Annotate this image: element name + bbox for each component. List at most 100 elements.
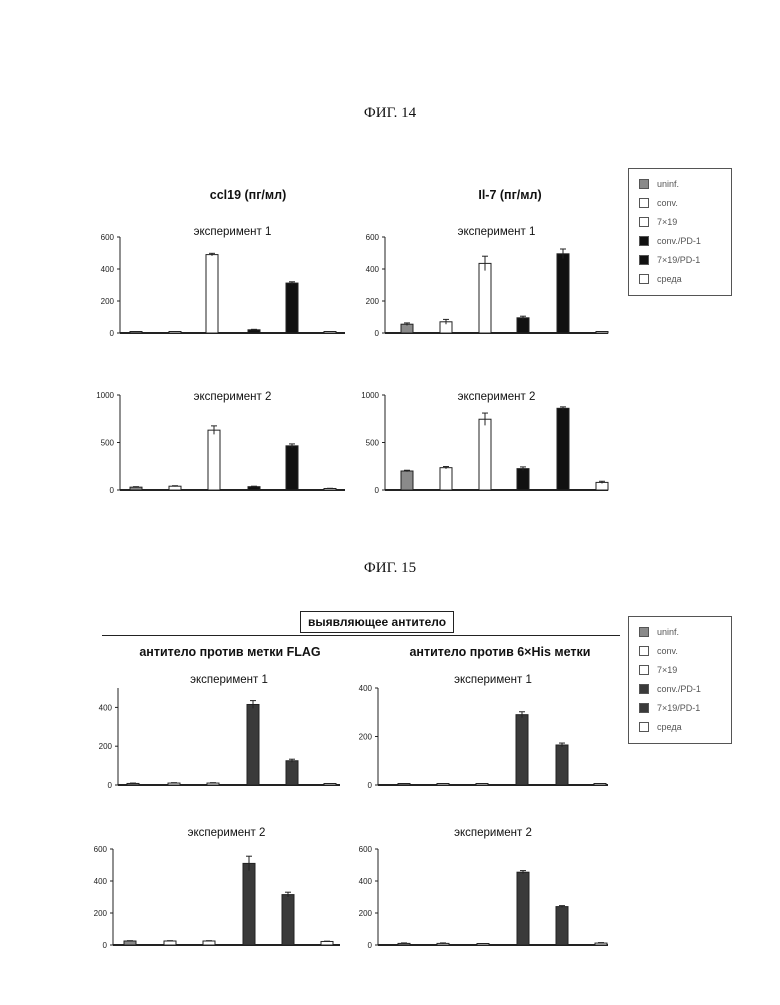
legend-item-conv-pd1: conv./PD-1 [629,231,731,250]
legend-swatch [639,179,649,189]
bar-7x19-pd1 [286,761,298,785]
fig14-legend: uninf.conv.7×19conv./PD-17×19/PD-1среда [628,168,732,296]
y-tick-label: 0 [103,941,108,950]
bar-7x19-pd1 [556,745,568,785]
y-tick-label: 600 [359,845,373,854]
legend-swatch [639,703,649,713]
bar-medium [594,784,606,786]
legend-label: conv./PD-1 [657,236,701,246]
figure-14-title: ФИГ. 14 [0,105,780,122]
bar-7x19 [203,941,215,945]
bar-conv [169,486,181,490]
legend-label: uninf. [657,627,679,637]
bar-7x19-pd1 [556,907,568,945]
bar-7x19-pd1 [282,895,294,945]
legend-item-7x19-pd1: 7×19/PD-1 [629,250,731,269]
chart-title: эксперимент 1 [458,226,536,238]
y-tick-label: 400 [366,265,380,274]
bar-medium [596,482,608,490]
chart-fig15-his-exp1: эксперимент 10200400 [350,665,610,795]
y-tick-label: 0 [368,941,373,950]
y-tick-label: 400 [359,877,373,886]
legend-item-7x19-pd1: 7×19/PD-1 [629,698,731,717]
bar-medium [596,332,608,334]
bar-uninf [124,941,136,945]
y-tick-label: 400 [99,703,113,712]
y-tick-label: 200 [99,742,113,751]
y-tick-label: 0 [375,486,380,495]
bar-7x19 [206,255,218,333]
legend-item-medium: среда [629,269,731,288]
y-tick-label: 600 [101,233,115,242]
legend-swatch [639,274,649,284]
y-tick-label: 600 [366,233,380,242]
bar-medium [324,784,336,786]
y-tick-label: 0 [108,781,113,790]
chart-title: эксперимент 2 [458,391,536,403]
chart-fig15-flag-exp2: эксперимент 20200400600 [90,820,350,950]
legend-swatch [639,255,649,265]
y-tick-label: 200 [94,909,108,918]
chart-fig14-ccl19-exp2: эксперимент 205001000 [90,380,350,505]
legend-swatch [639,236,649,246]
bar-7x19 [479,263,491,333]
bar-conv-pd1 [517,872,529,945]
detecting-antibody-divider [102,635,620,636]
chart-fig15-flag-exp1: эксперимент 1 0 200 400 [90,665,350,795]
legend-label: среда [657,722,682,732]
legend-item-uninf: uninf. [629,622,731,641]
legend-label: conv. [657,198,678,208]
legend-label: среда [657,274,682,284]
y-tick-label: 400 [359,684,373,693]
y-tick-label: 0 [368,781,373,790]
bar-7x19 [476,784,488,786]
legend-label: 7×19/PD-1 [657,255,700,265]
y-tick-label: 200 [359,909,373,918]
bar-7x19-pd1 [557,254,569,333]
legend-label: uninf. [657,179,679,189]
y-tick-label: 500 [101,439,115,448]
chart-fig14-ccl19-exp1: эксперимент 10200400600 [90,220,350,345]
chart-title: эксперимент 1 [190,674,268,686]
y-tick-label: 200 [101,297,115,306]
bar-conv [164,941,176,945]
bar-conv-pd1 [517,318,529,333]
bar-7x19 [479,419,491,490]
bar-conv [440,468,452,490]
legend-label: conv. [657,646,678,656]
y-tick-label: 600 [94,845,108,854]
y-tick-label: 400 [101,265,115,274]
bar-medium [324,332,336,334]
legend-swatch [639,198,649,208]
legend-swatch [639,684,649,694]
bar-conv-pd1 [517,469,529,490]
figure-15-title: ФИГ. 15 [0,560,780,577]
bar-conv-pd1 [247,704,259,785]
bar-uninf [401,471,413,490]
bar-7x19-pd1 [286,283,298,333]
chart-title: эксперимент 2 [188,827,266,839]
legend-swatch [639,646,649,656]
legend-swatch [639,217,649,227]
legend-item-conv: conv. [629,193,731,212]
bar-conv [169,332,181,334]
legend-item-medium: среда [629,717,731,736]
bar-7x19-pd1 [557,408,569,490]
legend-item-conv-pd1: conv./PD-1 [629,679,731,698]
y-tick-label: 0 [110,486,115,495]
chart-fig14-il7-exp1: эксперимент 10200400600 [350,220,610,345]
legend-swatch [639,665,649,675]
detecting-antibody-box: выявляющее антитело [300,611,454,633]
fig15-left-column-title: антитело против метки FLAG [100,645,360,659]
legend-item-conv: conv. [629,641,731,660]
bar-conv-pd1 [248,487,260,490]
legend-item-uninf: uninf. [629,174,731,193]
chart-title: эксперимент 1 [194,226,272,238]
legend-swatch [639,627,649,637]
fig15-right-column-title: антитело против 6×His метки [370,645,630,659]
bar-medium [321,941,333,945]
bar-uninf [130,332,142,334]
chart-title: эксперимент 2 [454,827,532,839]
legend-label: conv./PD-1 [657,684,701,694]
bar-uninf [401,324,413,333]
